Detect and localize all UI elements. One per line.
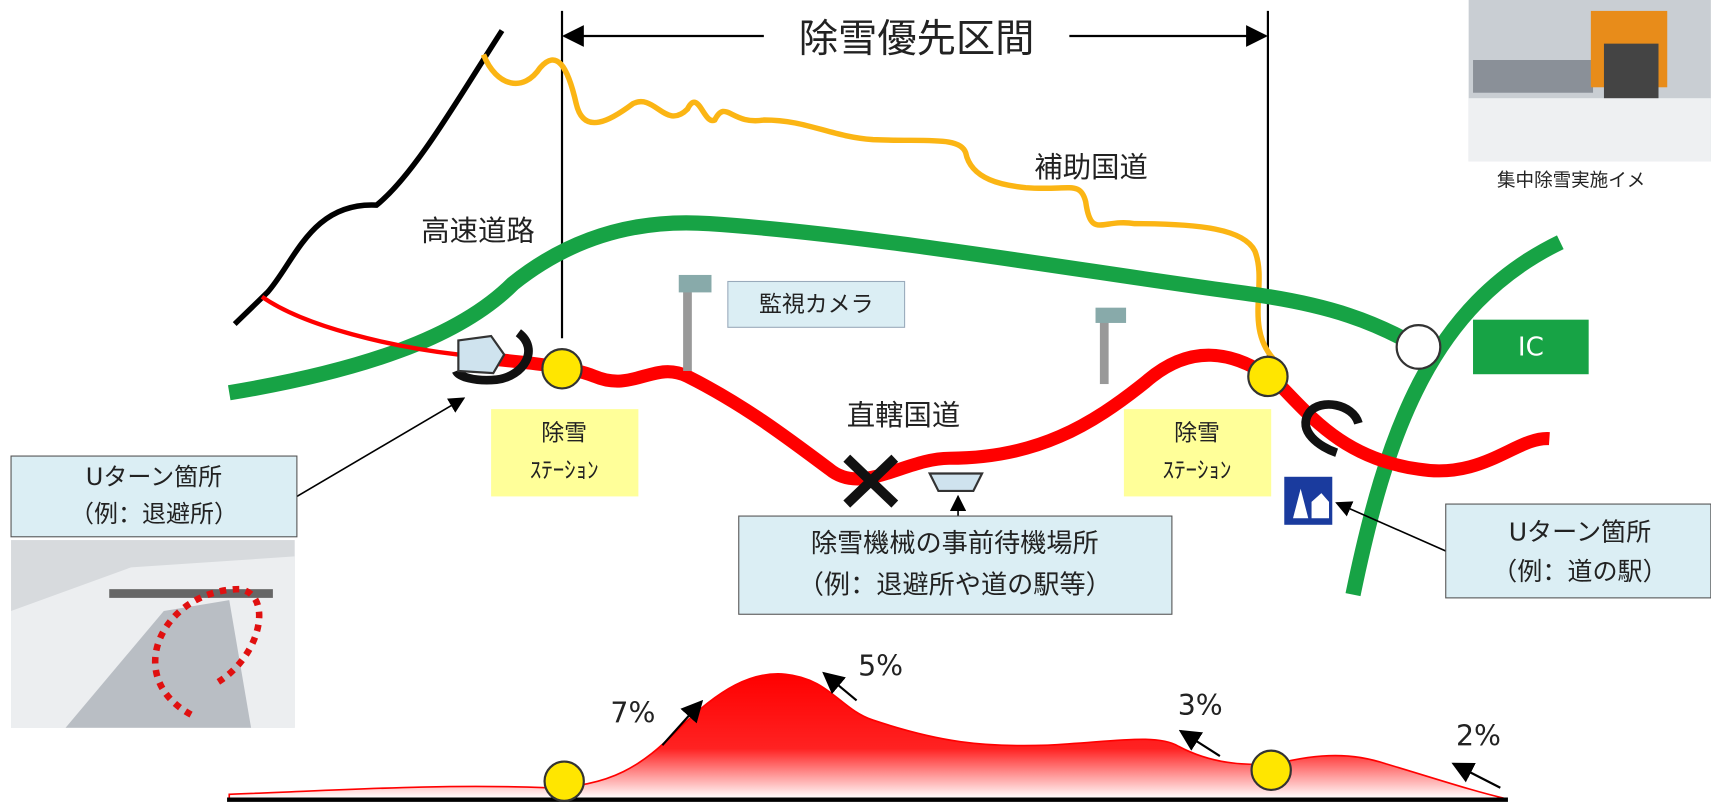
page: {"title": "除雪優先区間", "roads": {"auxiliary… <box>0 0 1711 803</box>
parking-icon <box>458 336 504 373</box>
station-point <box>1252 751 1291 790</box>
station-point <box>542 349 581 388</box>
station-label: 除雪 <box>541 421 587 447</box>
callout-text: Uターン箇所 <box>86 463 222 491</box>
station-point <box>1248 357 1287 396</box>
callout-text: （例：道の駅） <box>1492 557 1668 586</box>
gradient-label: 5% <box>858 650 903 683</box>
diagram: 集中除雪実施イメ 除雪優先区間 監視カメラ IC 補助国道 高速道路 直轄国道 … <box>0 0 1711 803</box>
gradient-arrow <box>1453 764 1500 788</box>
station-label: 除雪 <box>1174 421 1220 447</box>
callout-pointer <box>1337 503 1446 551</box>
gradient-label: 3% <box>1178 689 1223 722</box>
photo-top-right <box>1469 0 1711 161</box>
photo-left <box>11 540 295 728</box>
callout-text: 除雪機械の事前待機場所 <box>811 529 1099 559</box>
photo-caption: 集中除雪実施イメ <box>1497 171 1645 192</box>
elevation-profile <box>229 674 1506 799</box>
gradient-label: 7% <box>610 697 655 730</box>
callout-text: （例：退避所） <box>70 500 238 528</box>
interval-title: 除雪優先区間 <box>799 17 1035 62</box>
callout-text: Uターン箇所 <box>1509 518 1652 547</box>
station-label: ｽﾃｰｼｮﾝ <box>530 458 599 484</box>
ic-label: IC <box>1518 333 1544 363</box>
ic-point <box>1397 325 1441 369</box>
expressway-black <box>235 31 502 324</box>
camera <box>679 275 712 371</box>
station-label: ｽﾃｰｼｮﾝ <box>1163 458 1232 484</box>
standby-icon <box>930 474 982 491</box>
road-label: 補助国道 <box>1034 151 1147 184</box>
camera-label: 監視カメラ <box>759 292 874 318</box>
gradient-label: 2% <box>1456 720 1501 753</box>
callout-text: （例：退避所や道の駅等） <box>798 570 1112 600</box>
camera <box>1096 308 1127 384</box>
station-point <box>545 762 584 801</box>
road-label: 直轄国道 <box>847 399 960 432</box>
road-label: 高速道路 <box>421 214 534 247</box>
callout-pointer <box>297 398 464 496</box>
